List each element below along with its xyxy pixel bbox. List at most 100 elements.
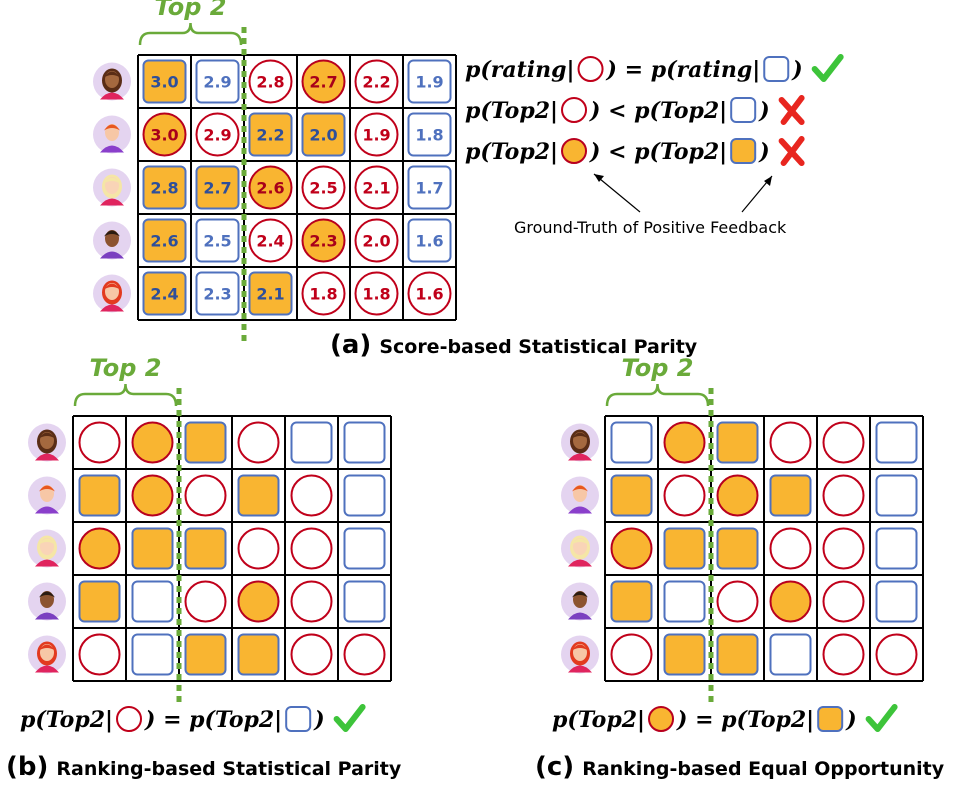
cell-square-empty <box>195 271 240 316</box>
caption-a: (a) Score-based Statistical Parity <box>330 330 697 360</box>
cell-score: 2.1 <box>256 285 284 304</box>
cell-circle-empty <box>301 271 346 316</box>
cell-square-empty <box>610 421 653 464</box>
formula-text: p(Top2| <box>552 707 645 733</box>
cell-circle-filled <box>142 112 187 157</box>
cell-square-empty <box>407 59 452 104</box>
cell-circle-filled <box>131 474 174 517</box>
cell-circle-empty <box>290 633 333 676</box>
cell-score: 2.1 <box>362 179 390 198</box>
cell-circle-empty <box>822 633 865 676</box>
cell-circle-empty <box>195 112 240 157</box>
avatar-woman-dark-hair <box>561 423 599 462</box>
cell-circle-empty <box>237 421 280 464</box>
cell-square-filled <box>610 580 653 623</box>
check-icon <box>333 704 366 732</box>
cell-score: 2.6 <box>150 232 178 251</box>
avatar-woman-dark-hair <box>93 62 131 101</box>
cell-square-empty <box>875 580 918 623</box>
panel-b-grid <box>72 415 392 682</box>
cell-score: 2.9 <box>203 126 231 145</box>
cell-score: 2.3 <box>309 232 337 251</box>
cell-circle-empty <box>248 59 293 104</box>
cell-score: 2.0 <box>362 232 390 251</box>
cell-circle-filled <box>237 580 280 623</box>
cell-square-filled <box>131 527 174 570</box>
cell-score: 1.9 <box>415 73 443 92</box>
cell-circle-filled <box>716 474 759 517</box>
cell-score: 3.0 <box>150 73 178 92</box>
caption-b-text: Ranking-based Statistical Parity <box>56 758 402 780</box>
avatar-woman-blonde <box>28 529 66 568</box>
cell-score: 2.7 <box>309 73 337 92</box>
cell-circle-empty <box>822 474 865 517</box>
cell-square-filled <box>301 112 346 157</box>
cell-square-empty <box>131 633 174 676</box>
formula-text: p(Top2| <box>465 139 558 165</box>
formula-rating-parity: p(rating|) = p(rating|) <box>465 56 803 83</box>
cell-square-empty <box>131 580 174 623</box>
formula-circle-icon <box>577 56 604 82</box>
caption-a-tag: (a) <box>330 330 372 360</box>
top2-brace <box>605 383 710 407</box>
caption-c: (c) Ranking-based Equal Opportunity <box>535 752 944 782</box>
cell-circle-empty <box>354 112 399 157</box>
formula-text: ) < p(Top2| <box>589 139 727 165</box>
formula-text: ) <box>313 707 324 733</box>
cell-square-filled <box>142 59 187 104</box>
cell-square-filled <box>237 474 280 517</box>
caption-b: (b) Ranking-based Statistical Parity <box>6 752 401 782</box>
caption-c-tag: (c) <box>535 752 575 782</box>
cell-circle-filled <box>131 421 174 464</box>
cell-circle-filled <box>610 527 653 570</box>
cell-score: 2.8 <box>150 179 178 198</box>
cell-square-filled <box>78 474 121 517</box>
caption-c-text: Ranking-based Equal Opportunity <box>582 758 945 780</box>
cell-circle-empty <box>354 271 399 316</box>
cell-square-filled <box>237 633 280 676</box>
formula-circle-icon <box>648 706 675 732</box>
formula-text: ) = p(rating| <box>606 57 761 83</box>
caption-b-tag: (b) <box>6 752 49 782</box>
cell-circle-filled <box>78 527 121 570</box>
cell-score: 2.5 <box>309 179 337 198</box>
cell-score: 2.5 <box>203 232 231 251</box>
cell-square-filled <box>716 527 759 570</box>
arrow-head <box>764 176 772 186</box>
cell-score: 1.7 <box>415 179 443 198</box>
formula-text: ) = p(Top2| <box>144 707 282 733</box>
cell-circle-empty <box>248 218 293 263</box>
cell-circle-filled <box>663 421 706 464</box>
cell-square-empty <box>875 527 918 570</box>
cell-square-filled <box>184 633 227 676</box>
formula-text: p(Top2| <box>465 98 558 124</box>
cell-square-empty <box>343 474 386 517</box>
cell-circle-empty <box>301 165 346 210</box>
cell-circle-empty <box>875 633 918 676</box>
formula-text: ) = p(Top2| <box>676 707 814 733</box>
cell-circle-empty <box>78 421 121 464</box>
formula-circle-icon <box>116 706 143 732</box>
cell-score: 1.8 <box>309 285 337 304</box>
cell-score: 2.4 <box>256 232 284 251</box>
cell-circle-empty <box>237 527 280 570</box>
cell-circle-empty <box>290 527 333 570</box>
cell-square-empty <box>663 580 706 623</box>
cell-square-empty <box>407 112 452 157</box>
cell-score: 2.3 <box>203 285 231 304</box>
cell-circle-filled <box>301 218 346 263</box>
avatar-woman-red-hair <box>93 274 131 313</box>
formula-text: p(Top2| <box>20 707 113 733</box>
cell-circle-empty <box>78 633 121 676</box>
top2-label: Top 2 <box>155 0 227 21</box>
cell-square-filled <box>663 527 706 570</box>
cell-circle-empty <box>407 271 452 316</box>
top2-label: Top 2 <box>622 354 694 382</box>
cell-square-filled <box>248 112 293 157</box>
avatar-man-red-hair <box>561 476 599 515</box>
cell-square-empty <box>769 633 812 676</box>
cell-circle-empty <box>610 633 653 676</box>
cell-score: 2.2 <box>256 126 284 145</box>
formula-top2-outline: p(Top2|) < p(Top2|) <box>465 97 770 124</box>
cell-circle-empty <box>184 580 227 623</box>
